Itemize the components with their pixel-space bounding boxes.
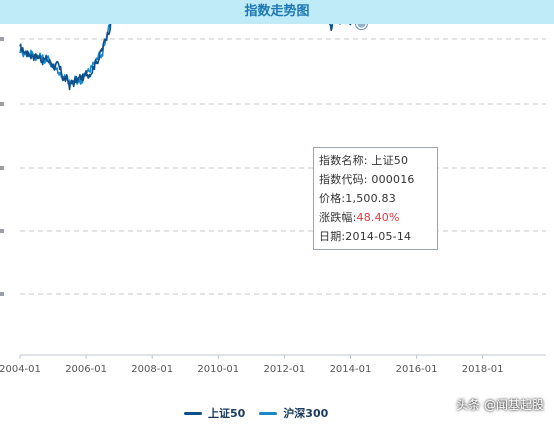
legend-item-csi300[interactable]: 沪深300 (259, 405, 328, 421)
legend-item-sse50[interactable]: 上证50 (184, 405, 245, 421)
x-tick-label-4: 2012-01 (263, 364, 305, 375)
tooltip-index-name: 指数名称: 上证50 (319, 154, 409, 167)
legend-label-csi300: 沪深300 (283, 407, 329, 420)
highlight-point (357, 24, 366, 28)
x-tick-label-2: 2008-01 (131, 364, 173, 375)
x-tick-label-5: 2014-01 (330, 364, 372, 375)
chart-title: 指数走势图 (244, 4, 310, 19)
tooltip-change: 涨跌幅:48.40% (319, 208, 432, 227)
y-tick-mark-4 (0, 292, 4, 296)
tooltip-date: 日期:2014-05-14 (319, 230, 412, 243)
y-tick-mark-0 (0, 37, 4, 41)
watermark: 头条 @闻基起股 (456, 398, 544, 412)
y-tick-mark-3 (0, 229, 4, 233)
data-tooltip: 指数名称: 上证50 指数代码: 000016 价格:1,500.83 涨跌幅:… (313, 147, 438, 250)
x-tick-label-7: 2018-01 (462, 364, 504, 375)
x-tick-label-6: 2016-01 (396, 364, 438, 375)
y-tick-mark-1 (0, 102, 4, 106)
x-tick-label-0: 2004-01 (0, 364, 41, 375)
tooltip-change-value: 48.40% (356, 211, 400, 224)
legend-label-sse50: 上证50 (208, 407, 246, 420)
chart-legend: 上证50 沪深300 (184, 405, 342, 421)
x-tick-label-3: 2010-01 (197, 364, 239, 375)
series-line-sse50 (19, 24, 362, 91)
x-tick-label-1: 2006-01 (65, 364, 107, 375)
legend-swatch-csi300 (259, 411, 278, 415)
tooltip-change-label: 涨跌幅: (319, 211, 357, 224)
chart-title-bar: 指数走势图 (0, 0, 554, 24)
tooltip-price: 价格:1,500.83 (319, 192, 396, 205)
y-tick-mark-2 (0, 166, 4, 170)
legend-swatch-sse50 (184, 411, 202, 415)
line-chart: 2004-01 2006-01 2008-01 2010-01 2012-01 2014-… (0, 24, 546, 375)
tooltip-index-code: 指数代码: 000016 (319, 173, 415, 186)
